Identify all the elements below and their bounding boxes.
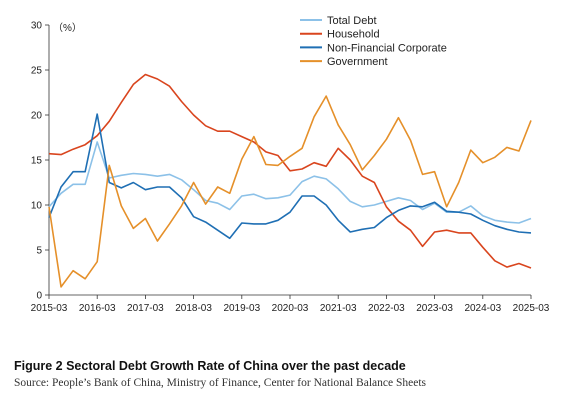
y-tick-label: 25 <box>31 66 43 77</box>
figure-caption: Figure 2 Sectoral Debt Growth Rate of Ch… <box>14 359 406 373</box>
legend-label-total-debt: Total Debt <box>327 15 377 27</box>
series-line-household <box>48 73 532 269</box>
x-tick-label: 2018-03 <box>175 303 212 314</box>
legend-label-household: Household <box>327 29 380 41</box>
figure-source: Source: People’s Bank of China, Ministry… <box>14 377 426 389</box>
x-tick-label: 2017-03 <box>127 303 164 314</box>
chart-area: 0 5 10 15 20 25 30 （%） 2015-03 2016-03 2017-03 2018… <box>31 15 550 314</box>
x-tick-label: 2020-03 <box>272 303 309 314</box>
y-axis-unit-label: （%） <box>53 22 82 34</box>
series-line-non-financial-corporate <box>48 113 532 240</box>
legend-label-government: Government <box>327 56 388 68</box>
x-tick-label: 2021-03 <box>320 303 357 314</box>
x-tick-label: 2024-03 <box>464 303 501 314</box>
x-tick-label: 2023-03 <box>416 303 453 314</box>
x-tick-label: 2019-03 <box>223 303 260 314</box>
y-tick-label: 10 <box>31 201 43 212</box>
x-tick-label: 2022-03 <box>368 303 405 314</box>
y-tick-label: 20 <box>31 111 43 122</box>
series-line-government <box>48 95 532 288</box>
legend-label-non-financial-corporate: Non-Financial Corporate <box>327 42 447 54</box>
x-tick-label: 2015-03 <box>31 303 68 314</box>
x-tick-label: 2025-03 <box>513 303 550 314</box>
y-tick-label: 5 <box>36 246 42 257</box>
y-tick-label: 30 <box>31 21 43 32</box>
y-tick-label: 0 <box>36 291 42 302</box>
x-tick-label: 2016-03 <box>79 303 116 314</box>
chart-svg: 0 5 10 15 20 25 30 （%） 2015-03 2016-03 2017-03 2018… <box>31 15 550 314</box>
y-tick-label: 15 <box>31 156 43 167</box>
